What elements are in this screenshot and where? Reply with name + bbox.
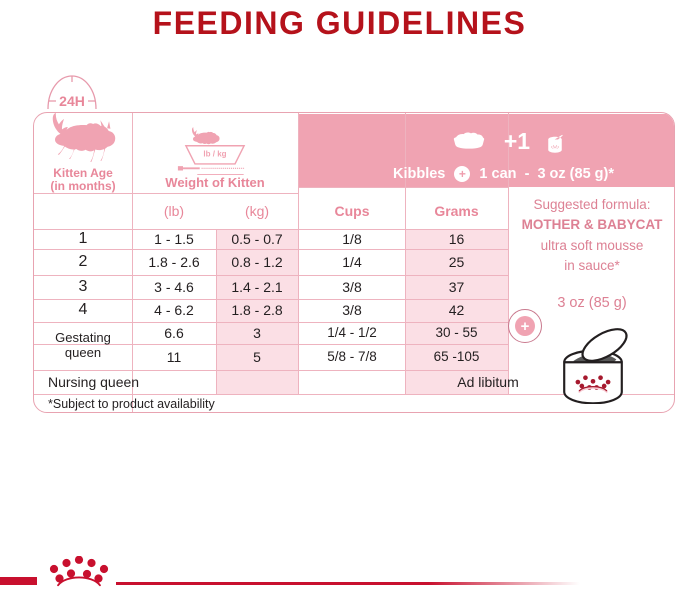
svg-text:24H: 24H bbox=[59, 93, 85, 109]
svg-text:lb / kg: lb / kg bbox=[203, 149, 226, 158]
